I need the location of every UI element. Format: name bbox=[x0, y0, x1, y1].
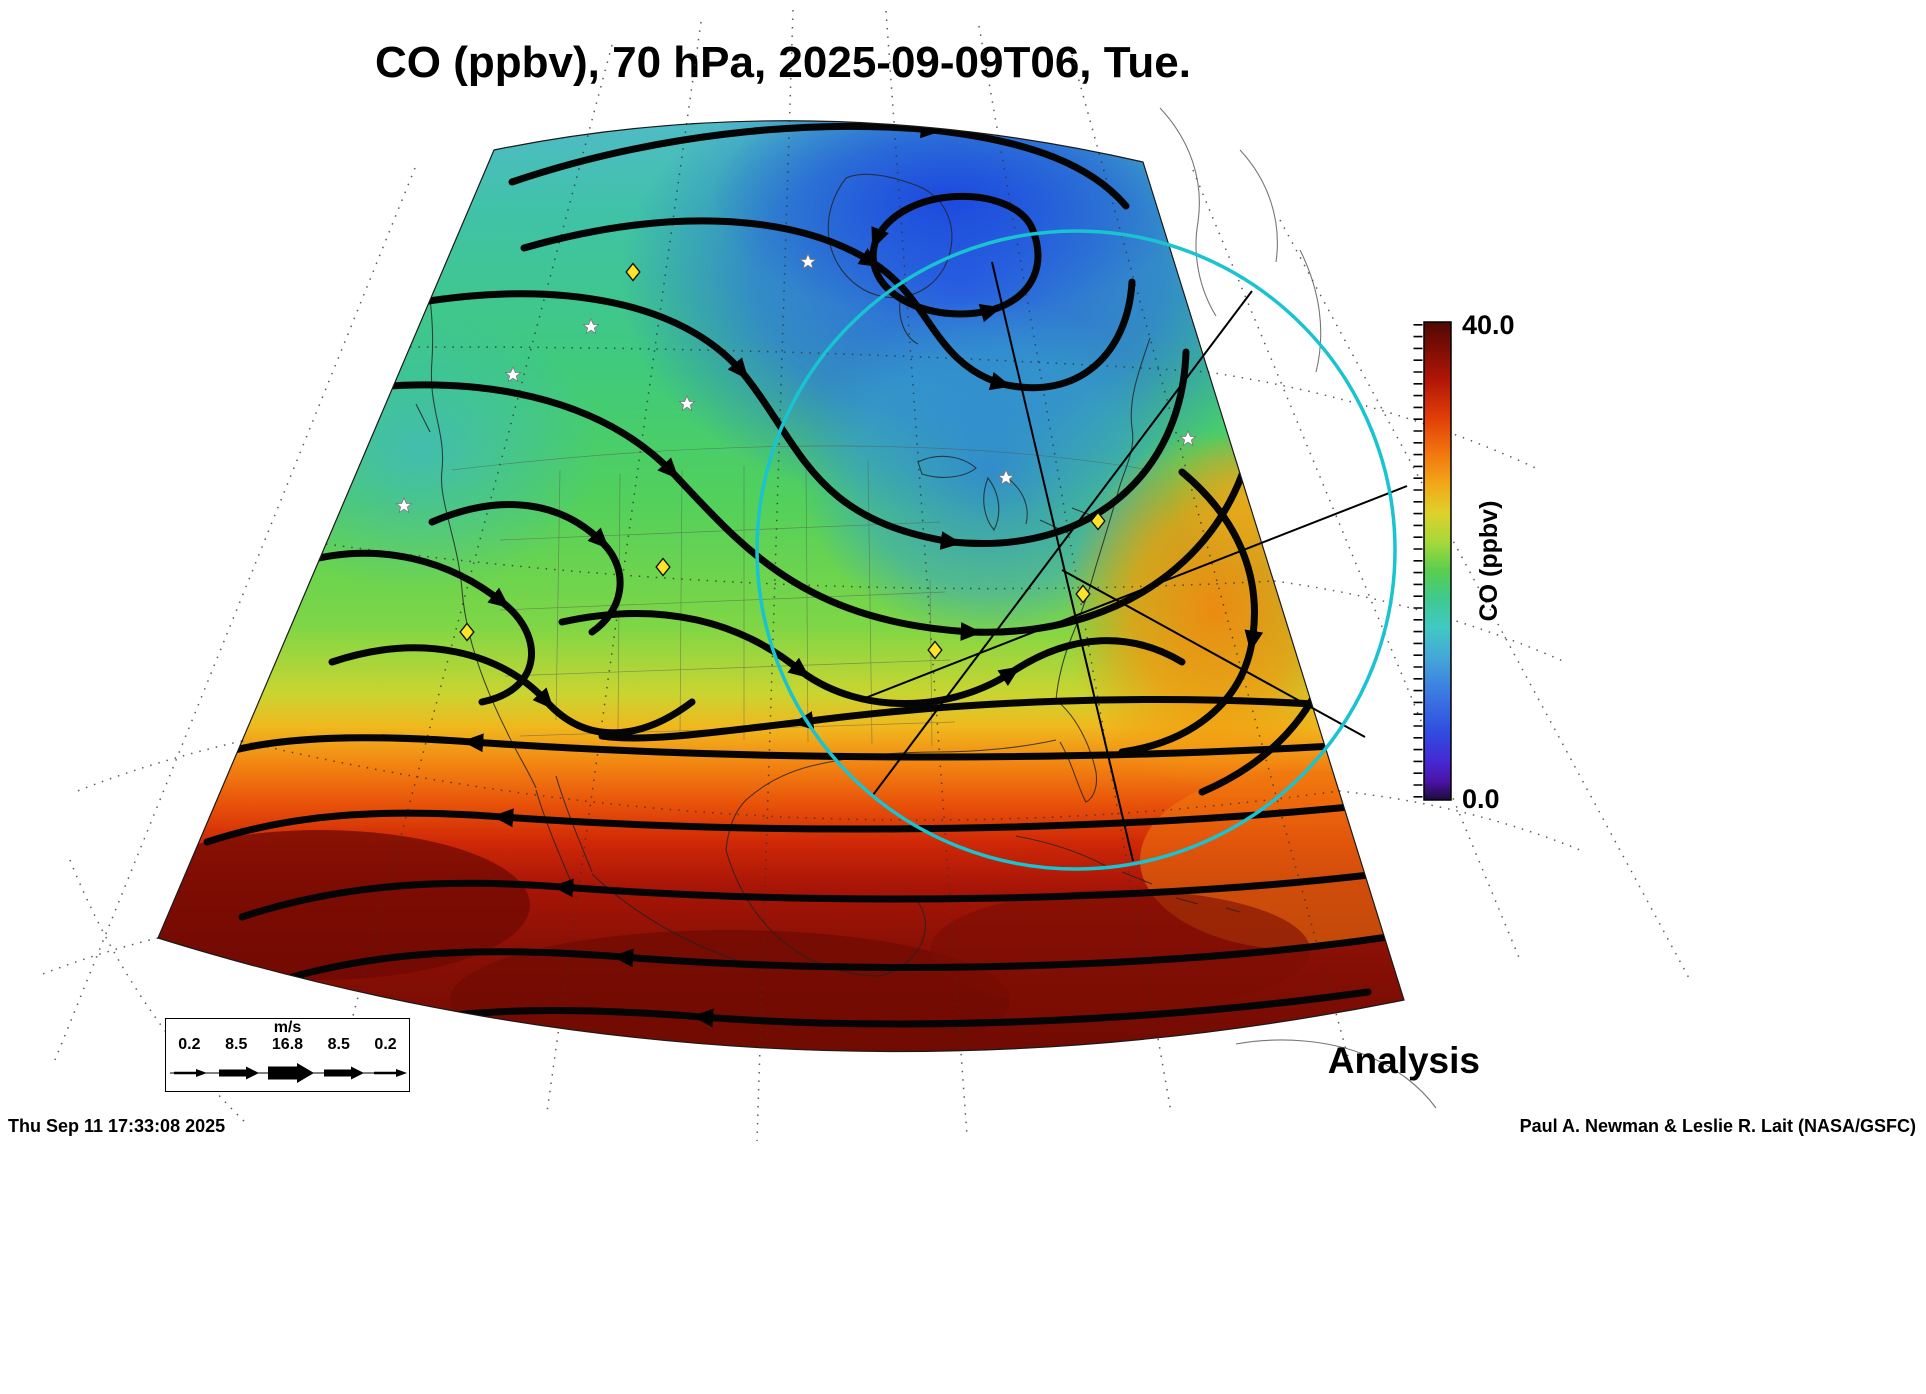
figure-title: CO (ppbv), 70 hPa, 2025-09-09T06, Tue. bbox=[375, 38, 1191, 87]
wind-legend-value: 0.2 bbox=[374, 1036, 397, 1053]
credit-text: Paul A. Newman & Leslie R. Lait (NASA/GS… bbox=[1519, 1116, 1916, 1136]
streamline bbox=[203, 798, 1403, 846]
wind-legend-value: 8.5 bbox=[225, 1036, 248, 1053]
arrow-medium-icon bbox=[219, 1066, 259, 1080]
wind-speed-legend: m/s 0.2 8.5 16.8 8.5 0.2 bbox=[165, 1018, 410, 1092]
streamline bbox=[508, 120, 1130, 210]
streamline bbox=[238, 868, 1398, 921]
arrow-large-icon bbox=[268, 1063, 314, 1083]
wind-legend-arrows bbox=[170, 1063, 407, 1083]
streamline bbox=[328, 381, 1260, 641]
streamline bbox=[598, 695, 1346, 742]
streamline bbox=[428, 501, 624, 636]
streamline bbox=[223, 733, 1400, 761]
streamline bbox=[558, 610, 1186, 707]
arrow-small-icon bbox=[374, 1069, 407, 1077]
map-outline bbox=[157, 120, 1405, 1053]
wind-legend-units: m/s bbox=[273, 1019, 302, 1036]
streamline bbox=[1118, 468, 1264, 756]
wind-legend-value: 16.8 bbox=[271, 1036, 304, 1053]
colorbar: 40.0 0.0 CO (ppbv) bbox=[1413, 310, 1515, 814]
track-lines bbox=[859, 261, 1408, 862]
streamline bbox=[398, 988, 1372, 1028]
arrow-small-icon bbox=[174, 1069, 207, 1077]
wind-legend-value: 8.5 bbox=[327, 1036, 350, 1053]
colorbar-max-label: 40.0 bbox=[1462, 310, 1515, 340]
analysis-label: Analysis bbox=[1327, 1040, 1480, 1081]
streamline bbox=[328, 644, 696, 737]
wind-legend-value: 0.2 bbox=[178, 1036, 201, 1053]
coastlines-margin bbox=[1159, 107, 1437, 1109]
colorbar-min-label: 0.0 bbox=[1462, 784, 1500, 814]
colorbar-axis-label: CO (ppbv) bbox=[1475, 501, 1503, 622]
streamline bbox=[869, 192, 1042, 323]
streamline bbox=[288, 933, 1392, 981]
observation-circle bbox=[755, 229, 1397, 871]
wind-legend-values: 0.2 8.5 16.8 8.5 0.2 bbox=[166, 1036, 409, 1053]
arrow-medium-icon bbox=[324, 1066, 364, 1080]
generated-timestamp: Thu Sep 11 17:33:08 2025 bbox=[8, 1116, 226, 1136]
